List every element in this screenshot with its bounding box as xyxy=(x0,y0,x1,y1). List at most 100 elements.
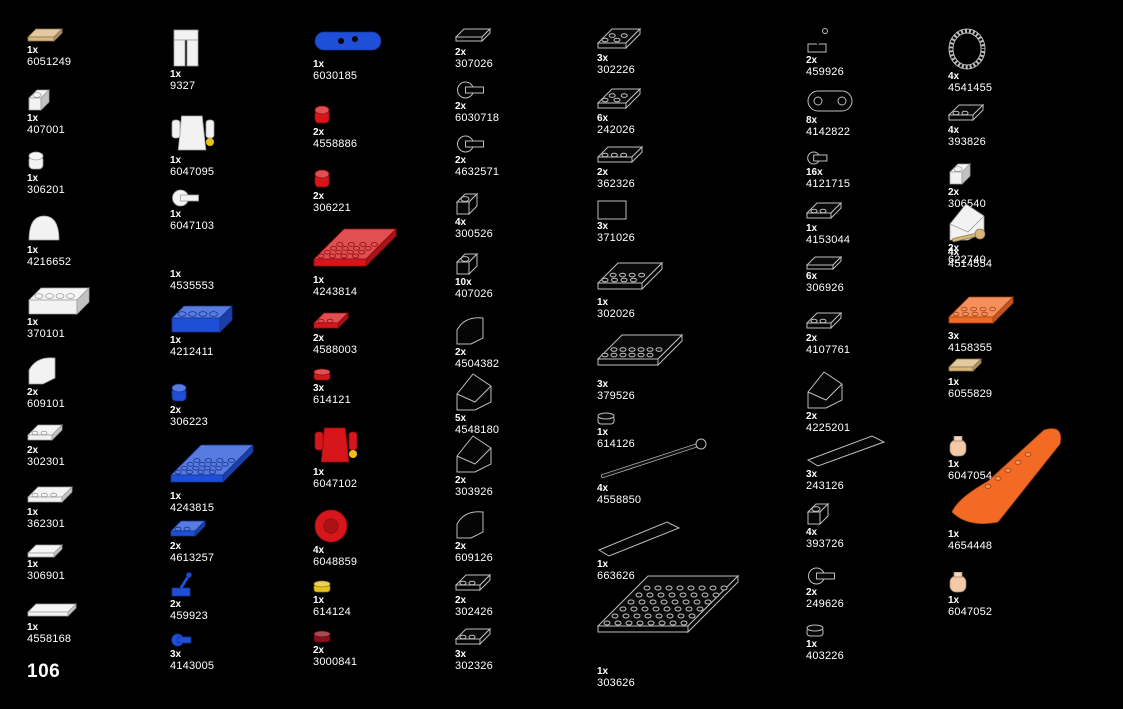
part-entry: 2x 609126 xyxy=(455,508,595,564)
part-element-id: 6047103 xyxy=(170,220,215,232)
part-tile-long-icon xyxy=(597,521,681,557)
part-element-id: 303626 xyxy=(597,677,635,689)
part-element-id: 4243815 xyxy=(170,502,215,514)
part-entry: 1x 6047052 xyxy=(948,572,1088,618)
part-entry: 4x 300526 xyxy=(455,192,595,240)
part-plate-2x2-icon xyxy=(597,28,642,50)
part-round-1x1-icon xyxy=(314,169,330,188)
part-entry: 1x 306901 xyxy=(27,544,167,582)
part-entry: 5x 4548180 xyxy=(455,372,595,436)
part-quantity: 4x xyxy=(455,217,467,228)
part-quantity: 3x xyxy=(597,53,609,64)
part-element-id: 4558168 xyxy=(27,633,72,645)
part-slope-curved-icon xyxy=(456,511,484,539)
part-quantity: 1x xyxy=(27,317,39,328)
part-quantity: 1x xyxy=(948,459,960,470)
part-boat-icon xyxy=(951,428,1062,525)
part-plate-big-icon xyxy=(597,575,740,634)
part-clip-small-icon xyxy=(807,151,828,165)
part-brick-1x4-icon xyxy=(171,305,233,333)
part-element-id: 4632571 xyxy=(455,166,500,178)
part-slope-icon xyxy=(456,435,492,473)
part-plate-1x2-icon xyxy=(313,312,349,329)
part-element-id: 6051249 xyxy=(27,56,72,68)
part-entry: 4x 4514554 xyxy=(948,226,1088,270)
part-quantity: 1x xyxy=(597,297,609,308)
part-head-icon xyxy=(949,572,967,593)
part-element-id: 4558886 xyxy=(313,138,358,150)
part-element-id: 663626 xyxy=(597,570,635,582)
part-element-id: 6055829 xyxy=(948,388,993,400)
part-quantity: 6x xyxy=(597,113,609,124)
part-quantity: 1x xyxy=(313,275,325,286)
part-entry: 6x 242026 xyxy=(597,88,737,136)
part-quantity: 3x xyxy=(597,379,609,390)
part-element-id: 379526 xyxy=(597,390,635,402)
part-entry: 4x 4541455 xyxy=(948,28,1088,94)
parts-column-1: 1x 6051249 1x 407001 1x 306201 1x 4216652 1x 3701… xyxy=(27,0,167,709)
part-element-id: 9327 xyxy=(170,80,196,92)
part-element-id: 4143005 xyxy=(170,660,215,672)
part-entry: 2x 302301 xyxy=(27,424,167,468)
part-entry: 4x 393726 xyxy=(806,502,946,550)
part-entry: 2x 306221 xyxy=(313,168,453,214)
part-element-id: 6047102 xyxy=(313,478,358,490)
part-quantity: 4x xyxy=(948,71,960,82)
part-bar-icon xyxy=(601,438,707,478)
part-quantity: 1x xyxy=(806,223,818,234)
parts-column-5: 3x 302226 6x 242026 2x 362326 3x 371026 1x 302026… xyxy=(597,0,740,709)
part-lever-icon xyxy=(807,28,828,53)
part-quantity: 1x xyxy=(27,45,39,56)
part-element-id: 614126 xyxy=(597,438,635,450)
part-entry: 2x 3000841 xyxy=(313,630,453,668)
part-element-id: 459926 xyxy=(806,66,844,78)
part-lever-icon xyxy=(171,572,192,597)
part-quantity: 1x xyxy=(313,467,325,478)
part-quantity: 2x xyxy=(948,187,960,198)
part-round-plate-icon xyxy=(597,412,615,425)
part-wheel-icon xyxy=(314,509,348,543)
part-bar-icon xyxy=(952,228,986,242)
part-quantity: 3x xyxy=(170,649,182,660)
part-entry: 2x 249626 xyxy=(806,566,946,610)
part-round-plate-icon xyxy=(806,624,824,637)
part-plate-1x3-icon xyxy=(27,486,73,503)
part-entry: 1x 407001 xyxy=(27,88,167,136)
part-element-id: 306926 xyxy=(806,282,844,294)
part-legs-icon xyxy=(173,29,199,67)
part-entry: 3x 614121 xyxy=(313,368,453,406)
part-quantity: 1x xyxy=(597,666,609,677)
part-slope-icon xyxy=(456,373,492,411)
part-tile-long-icon xyxy=(806,435,886,467)
part-entry: 1x 303626 xyxy=(597,575,740,689)
part-quantity: 1x xyxy=(948,595,960,606)
part-quantity: 4x xyxy=(948,125,960,136)
part-clip-icon xyxy=(172,189,199,207)
part-element-id: 4514554 xyxy=(948,258,993,270)
part-element-id: 249626 xyxy=(806,598,844,610)
part-quantity: 2x xyxy=(455,541,467,552)
part-element-id: 302426 xyxy=(455,606,493,618)
part-brick-1x1-icon xyxy=(455,252,479,276)
part-quantity: 3x xyxy=(313,383,325,394)
part-entry: 1x 6055829 xyxy=(948,358,1088,400)
part-element-id: 393726 xyxy=(806,538,844,550)
part-plate-1x2-icon xyxy=(455,574,491,592)
part-quantity: 2x xyxy=(455,101,467,112)
part-clip-icon xyxy=(457,81,484,99)
part-entry: 2x 306223 xyxy=(170,382,310,428)
part-plate-1x2-icon xyxy=(455,628,491,646)
part-element-id: 302301 xyxy=(27,456,65,468)
part-entry: 2x 4588003 xyxy=(313,312,453,356)
part-quantity: 2x xyxy=(806,411,818,422)
part-entry: 1x 663626 xyxy=(597,518,737,582)
part-quantity: 1x xyxy=(313,59,325,70)
part-entry: 1x 4535553 xyxy=(170,268,310,292)
page-number: 106 xyxy=(27,661,61,682)
part-quantity: 2x xyxy=(27,387,39,398)
part-entry: 1x 614126 xyxy=(597,412,737,450)
part-quantity: 2x xyxy=(313,645,325,656)
part-entry: 3x 243126 xyxy=(806,432,946,492)
part-element-id: 6048859 xyxy=(313,556,358,568)
part-element-id: 4225201 xyxy=(806,422,851,434)
